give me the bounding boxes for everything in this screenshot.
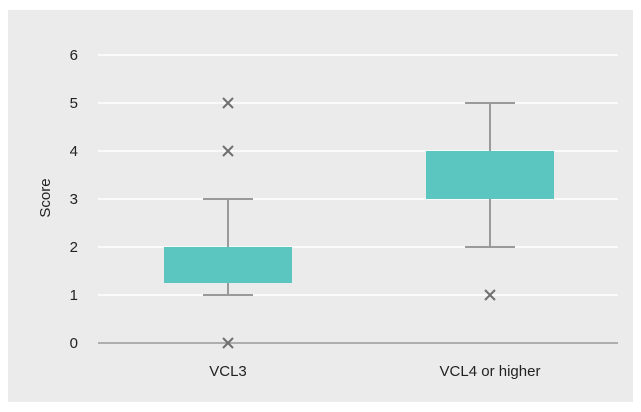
boxes <box>164 97 554 349</box>
chart-panel <box>8 10 633 402</box>
y-tick-label-3: 3 <box>70 191 78 208</box>
x-tick-label-0: VCL3 <box>209 363 247 380</box>
outlier-stroke-b <box>484 289 496 301</box>
iqr-box <box>426 151 554 199</box>
outlier-marker <box>222 145 234 157</box>
outlier-stroke-b <box>222 145 234 157</box>
x-tick-label-1: VCL4 or higher <box>440 363 541 380</box>
box-group-1 <box>426 102 554 301</box>
outlier-marker <box>222 337 234 349</box>
y-tick-label-5: 5 <box>70 95 78 112</box>
y-tick-label-4: 4 <box>70 143 78 160</box>
y-tick-label-2: 2 <box>70 239 78 256</box>
y-tick-label-6: 6 <box>70 47 78 64</box>
x-tick-labels: VCL3 VCL4 or higher <box>209 363 540 380</box>
box-group-0 <box>164 97 292 349</box>
outlier-marker <box>484 289 496 301</box>
outlier-marker <box>222 97 234 109</box>
y-tick-label-0: 0 <box>70 335 78 352</box>
outlier-stroke-b <box>222 97 234 109</box>
y-tick-label-1: 1 <box>70 287 78 304</box>
y-axis-title: Score <box>37 178 54 217</box>
outlier-stroke-b <box>222 337 234 349</box>
iqr-box <box>164 247 292 283</box>
y-tick-labels: 0 1 2 3 4 5 6 <box>70 47 78 352</box>
